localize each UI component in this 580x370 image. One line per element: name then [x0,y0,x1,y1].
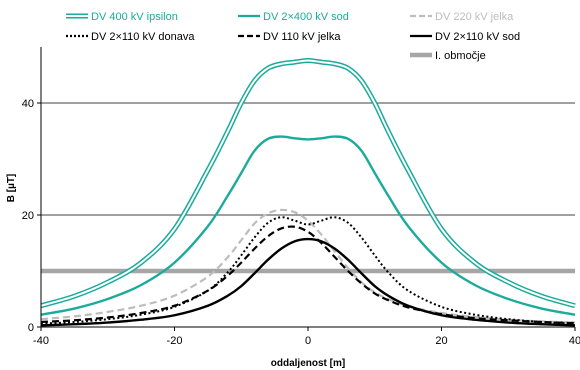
grid [41,102,575,216]
x-tick-label: 0 [305,335,311,347]
legend-label-5: DV 2×110 kV sod [435,31,520,43]
y-tick-label: 20 [22,210,34,222]
y-axis-label: B [µT] [6,174,17,203]
series-line-1 [40,135,576,316]
legend-label-0: DV 400 kV ipsilon [91,11,178,23]
series-line-5 [40,237,576,327]
legend: DV 400 kV ipsilon DV 2×400 kV sod DV 220 k… [66,11,520,62]
y-tick-label: 40 [22,98,34,110]
legend-label-6: I. območje [435,50,486,62]
y-tick-label: 0 [28,322,34,334]
legend-label-2: DV 220 kV jelka [435,11,514,23]
series-line-0-inner [40,59,576,307]
legend-label-1: DV 2×400 kV sod [263,11,349,23]
tick-labels: -40 -20 0 20 40 0 20 40 [22,98,580,347]
x-tick-label: 40 [569,335,580,347]
legend-label-4: DV 110 kV jelka [263,31,341,43]
axes [37,47,576,331]
x-axis-label: oddaljenost [m] [271,358,345,369]
x-tick-label: -20 [167,335,183,347]
series-line-2 [40,208,576,324]
x-tick-label: 20 [435,335,447,347]
x-tick-label: -40 [33,335,49,347]
series-layer [40,57,576,327]
legend-label-3: DV 2×110 kV donava [91,31,195,43]
